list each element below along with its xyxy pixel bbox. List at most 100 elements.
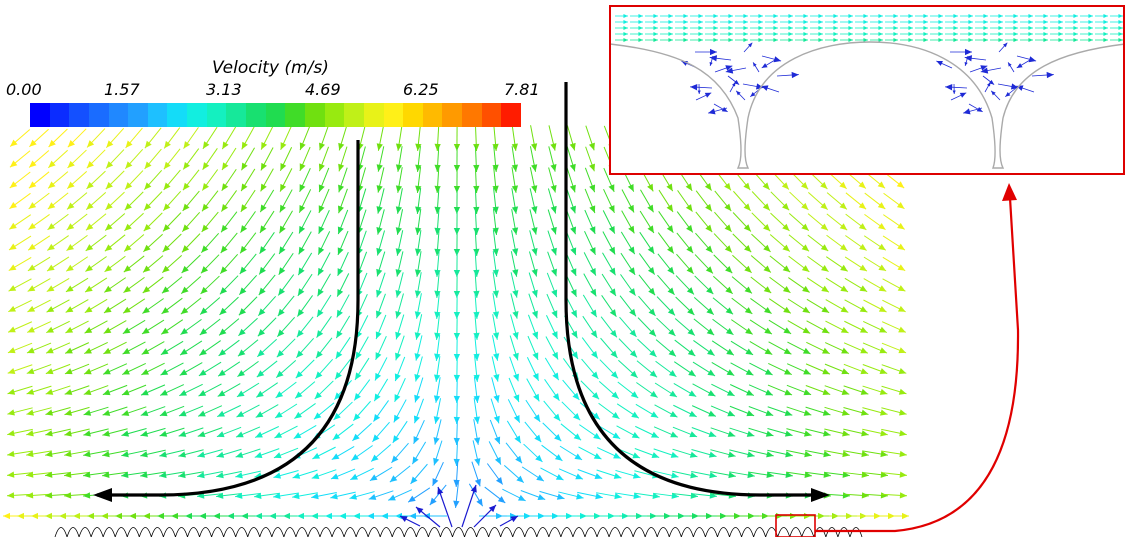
velocity-vector (511, 125, 518, 151)
velocity-vector (314, 358, 334, 380)
velocity-vector (273, 492, 299, 500)
velocity-vector (7, 407, 33, 416)
colorbar-swatch (363, 103, 384, 127)
velocity-vector (433, 398, 442, 424)
velocity-vector (257, 338, 277, 358)
velocity-vector (732, 212, 752, 232)
velocity-vector (407, 487, 431, 503)
inset-velocity-vector (1050, 19, 1063, 25)
velocity-vector (433, 440, 443, 466)
inset-velocity-vector (825, 19, 838, 25)
velocity-vector (27, 278, 51, 292)
velocity-vector (197, 405, 223, 417)
velocity-vector (639, 231, 655, 255)
velocity-vector (527, 335, 539, 361)
velocity-vector (491, 356, 500, 382)
inset-velocity-vector (660, 13, 673, 19)
velocity-vector (673, 382, 697, 398)
inset-velocity-vector (945, 31, 958, 37)
velocity-vector (767, 449, 793, 458)
velocity-vector (529, 167, 538, 193)
velocity-vector (499, 515, 519, 527)
velocity-vector (338, 125, 348, 151)
inset-velocity-vector (952, 83, 956, 95)
inset-velocity-vector (705, 13, 718, 19)
flow-arrowhead-right (811, 488, 830, 502)
velocity-vector (376, 272, 386, 298)
velocity-vector (180, 318, 202, 336)
inset-velocity-vector (750, 25, 763, 31)
inset-velocity-vector (705, 37, 718, 43)
velocity-vector (104, 255, 126, 273)
inset-velocity-vector (780, 37, 793, 43)
inset-velocity-vector (761, 59, 776, 69)
velocity-vector (824, 406, 850, 416)
inset-velocity-vector (969, 65, 988, 73)
colorbar-swatch (108, 103, 129, 127)
velocity-vector (511, 209, 519, 235)
velocity-vector (141, 319, 165, 335)
velocity-vector (674, 318, 696, 336)
inset-velocity-vector (1065, 19, 1078, 25)
velocity-vector (394, 356, 406, 382)
inset-velocity-vector (645, 25, 658, 31)
velocity-vector (862, 364, 888, 375)
inset-velocity-vector (1005, 25, 1018, 31)
velocity-vector (434, 314, 441, 340)
velocity-vector (546, 315, 558, 339)
velocity-vector (410, 463, 428, 485)
velocity-vector (490, 398, 500, 424)
velocity-vector (844, 320, 868, 334)
inset-velocity-vector (1095, 19, 1108, 25)
velocity-vector (546, 272, 558, 298)
inset-velocity-vector (1050, 25, 1063, 31)
inset-velocity-vector (885, 19, 898, 25)
velocity-vector (258, 274, 276, 296)
velocity-vector (353, 400, 371, 422)
inset-velocity-vector (1110, 25, 1123, 31)
velocity-vector (468, 483, 484, 507)
velocity-vector (332, 423, 354, 441)
inset-velocity-vector (870, 31, 883, 37)
velocity-vector (415, 146, 422, 172)
velocity-vector (806, 341, 830, 355)
inset-velocity-vector (735, 25, 748, 31)
inset-velocity-vector (645, 31, 658, 37)
inset-velocity-vector (930, 37, 943, 43)
inset-velocity-vector (1035, 19, 1048, 25)
velocity-vector (26, 407, 52, 416)
velocity-vector (653, 470, 679, 479)
colorbar-tick-label: 4.69 (305, 80, 341, 99)
velocity-vector (434, 272, 441, 298)
velocity-vector (491, 377, 500, 403)
velocity-vector (274, 403, 298, 419)
velocity-vector (105, 149, 125, 169)
velocity-vector (161, 297, 183, 315)
velocity-vector (658, 189, 674, 213)
velocity-vector (124, 191, 144, 211)
inset-velocity-vector (705, 31, 718, 37)
velocity-vector (675, 275, 695, 295)
velocity-vector (279, 147, 293, 171)
velocity-vector (473, 124, 480, 152)
inset-velocity-vector (1005, 13, 1018, 19)
velocity-vector (66, 192, 88, 210)
velocity-vector (415, 506, 441, 528)
velocity-vector (541, 444, 563, 462)
velocity-vector (277, 274, 295, 296)
velocity-vector (585, 146, 595, 172)
inset-velocity-vector (720, 13, 733, 19)
velocity-vector (278, 231, 294, 255)
velocity-vector (824, 450, 850, 458)
flow-direction-arrow-right (564, 82, 820, 497)
velocity-vector (694, 254, 714, 274)
velocity-vector (693, 297, 715, 315)
velocity-vector (47, 235, 69, 251)
velocity-vector (201, 190, 219, 212)
inset-velocity-vector (810, 13, 823, 19)
inset-velocity-vector (660, 31, 673, 37)
velocity-vector (317, 273, 331, 297)
inset-velocity-vector (1050, 13, 1063, 19)
velocity-vector (199, 318, 221, 336)
colorbar-swatch (246, 103, 266, 127)
